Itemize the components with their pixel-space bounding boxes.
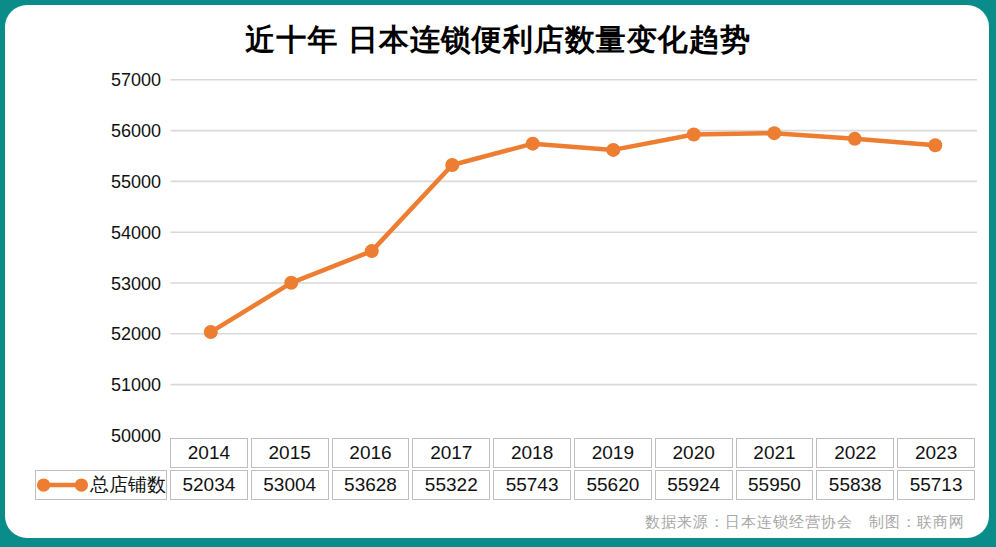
year-header-cell: 2023	[897, 438, 975, 468]
legend-line-marker-icon	[36, 477, 89, 493]
value-cell: 53628	[332, 470, 410, 500]
value-cell: 55838	[816, 470, 894, 500]
year-header-cell: 2017	[412, 438, 490, 468]
data-point-marker	[204, 325, 218, 339]
table-corner-blank	[35, 438, 167, 468]
year-header-cell: 2022	[816, 438, 894, 468]
year-header-cell: 2014	[170, 438, 248, 468]
y-axis-tick-label: 53000	[111, 274, 161, 294]
value-cell: 55924	[655, 470, 733, 500]
series-line	[211, 133, 936, 332]
value-cell: 55743	[493, 470, 571, 500]
data-point-marker	[606, 143, 620, 157]
data-point-marker	[687, 127, 701, 141]
y-axis-tick-label: 56000	[111, 121, 161, 141]
value-cell: 55950	[736, 470, 814, 500]
y-axis-tick-label: 52000	[111, 324, 161, 344]
data-point-marker	[284, 276, 298, 290]
page-background: { "title": "近十年 日本连锁便利店数量变化趋势", "footer"…	[0, 0, 996, 547]
value-cell: 53004	[251, 470, 329, 500]
data-point-marker	[848, 132, 862, 146]
y-axis-tick-label: 54000	[111, 223, 161, 243]
y-axis-tick-label: 51000	[111, 375, 161, 395]
year-header-cell: 2015	[251, 438, 329, 468]
year-header-cell: 2018	[493, 438, 571, 468]
value-cell: 55620	[574, 470, 652, 500]
year-header-cell: 2019	[574, 438, 652, 468]
y-axis-tick-label: 55000	[111, 172, 161, 192]
data-point-marker	[928, 138, 942, 152]
data-point-marker	[767, 126, 781, 140]
legend-label: 总店铺数	[90, 472, 166, 498]
data-point-marker	[526, 137, 540, 151]
y-axis-tick-label: 57000	[111, 70, 161, 90]
values-row: 总店铺数 52034530045362855322557435562055924…	[35, 470, 975, 500]
year-header-cell: 2021	[736, 438, 814, 468]
year-header-cell: 2016	[332, 438, 410, 468]
source-credit: 数据来源：日本连锁经营协会 制图：联商网	[645, 513, 965, 532]
legend: 总店铺数	[36, 472, 166, 498]
data-point-marker	[445, 158, 459, 172]
value-cell: 55322	[412, 470, 490, 500]
year-header-cell: 2020	[655, 438, 733, 468]
legend-cell: 总店铺数	[35, 470, 167, 500]
year-header-row: 2014201520162017201820192020202120222023	[35, 438, 975, 468]
chart-content: 近十年 日本连锁便利店数量变化趋势 5000051000520005300054…	[0, 0, 996, 547]
chart-title: 近十年 日本连锁便利店数量变化趋势	[0, 20, 996, 61]
data-table: 2014201520162017201820192020202120222023…	[32, 436, 978, 502]
value-cell: 55713	[897, 470, 975, 500]
data-point-marker	[365, 244, 379, 258]
value-cell: 52034	[170, 470, 248, 500]
